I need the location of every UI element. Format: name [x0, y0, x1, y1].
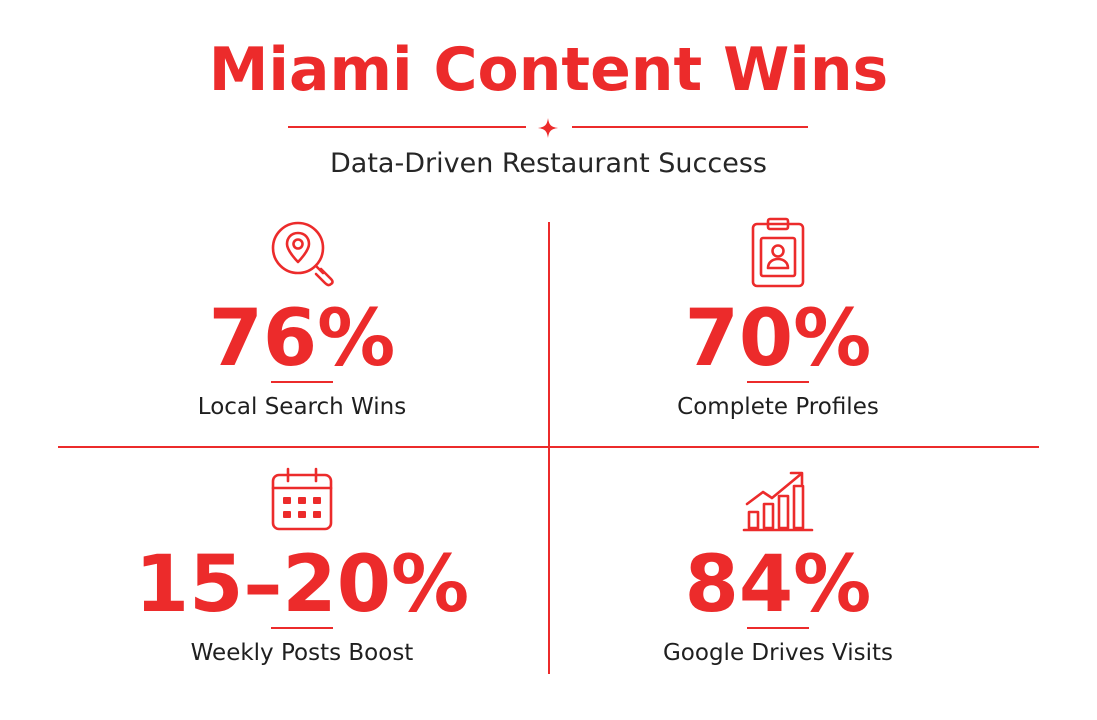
stat-card-complete-profiles: 70% Complete Profiles: [538, 210, 1018, 446]
grid-divider-vertical: [548, 222, 550, 674]
sparkle-icon: [535, 116, 561, 140]
stat-underline: [271, 381, 333, 383]
stat-label: Weekly Posts Boost: [190, 640, 414, 666]
stat-underline: [747, 627, 809, 629]
stat-label: Google Drives Visits: [662, 640, 894, 666]
location-search-icon: [268, 218, 340, 290]
stat-underline: [271, 627, 333, 629]
title-divider-left: [288, 126, 526, 128]
stat-value: 76%: [208, 294, 396, 384]
stat-card-weekly-posts: 15–20% Weekly Posts Boost: [62, 456, 542, 692]
stat-label: Local Search Wins: [197, 394, 407, 420]
stat-card-google-visits: 84% Google Drives Visits: [538, 456, 1018, 692]
stat-card-local-search: 76% Local Search Wins: [62, 210, 542, 446]
page-subtitle: Data-Driven Restaurant Success: [330, 148, 767, 179]
stat-underline: [747, 381, 809, 383]
growth-chart-icon: [741, 468, 815, 534]
stat-value: 70%: [684, 294, 872, 384]
page-title: Miami Content Wins: [208, 35, 889, 105]
stat-value: 84%: [684, 540, 872, 630]
calendar-icon: [269, 466, 335, 532]
title-divider-right: [572, 126, 808, 128]
grid-divider-horizontal: [58, 446, 1039, 448]
stat-value: 15–20%: [134, 540, 470, 630]
profile-clipboard-icon: [749, 216, 807, 290]
stat-label: Complete Profiles: [677, 394, 879, 420]
